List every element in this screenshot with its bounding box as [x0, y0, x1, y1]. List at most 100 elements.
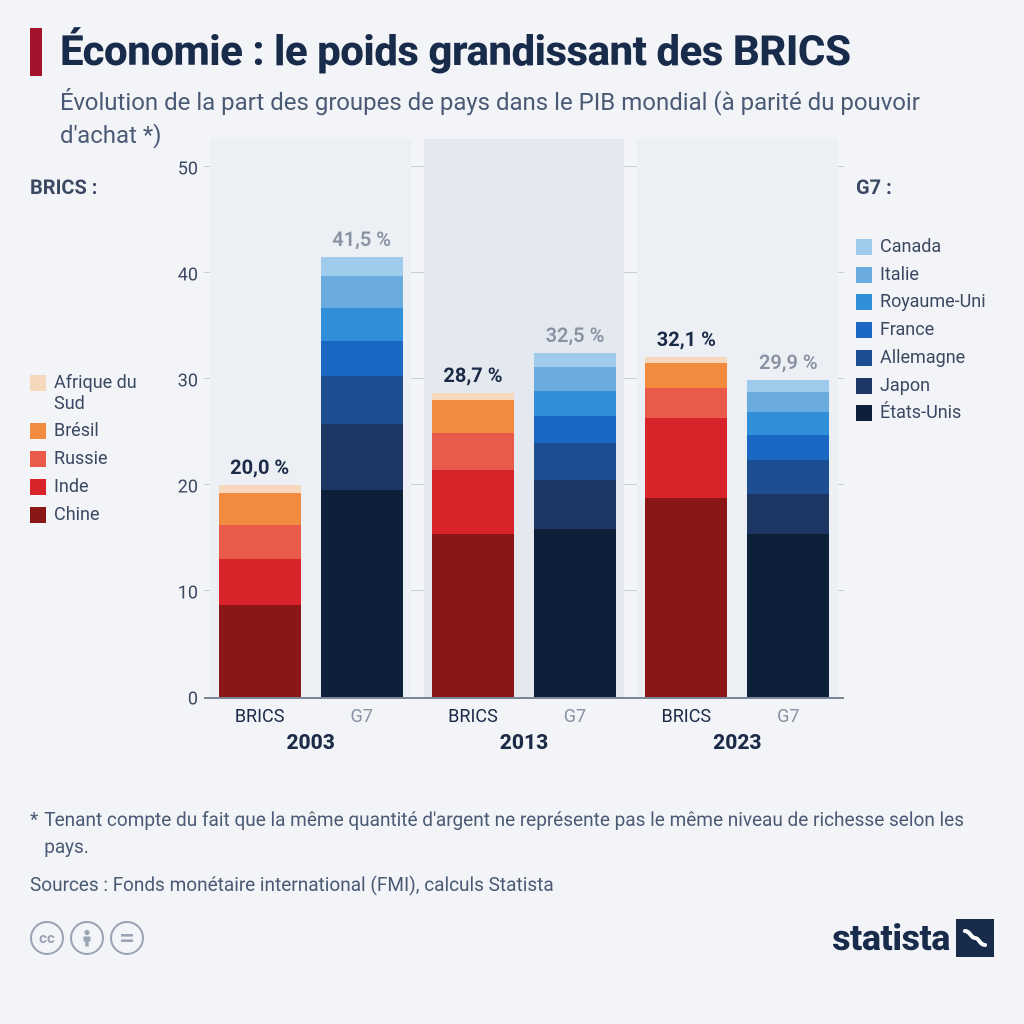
- bar-total-label: 20,0 %: [190, 455, 330, 479]
- bar-segment: [534, 480, 616, 529]
- bar-segment: [432, 470, 514, 534]
- bar-segment: [645, 418, 727, 498]
- legend-brics-title: BRICS :: [30, 175, 160, 199]
- chart-area: BRICS : Afrique du Sud Brésil Russie Inde Ch…: [30, 169, 994, 729]
- year-label: 2023: [631, 731, 844, 755]
- legend-label: Inde: [54, 477, 89, 498]
- y-tick-label: 10: [178, 583, 198, 604]
- bar-segment: [219, 605, 301, 697]
- legend-swatch: [30, 423, 46, 439]
- legend-item-brics: Inde: [30, 477, 160, 498]
- footnote-text: Tenant compte du fait que la même quanti…: [44, 807, 994, 860]
- bar-segment: [219, 525, 301, 559]
- year-label: 2013: [417, 731, 630, 755]
- legend-swatch: [856, 405, 872, 421]
- bar-segment: [321, 490, 403, 697]
- y-tick-label: 30: [178, 371, 198, 392]
- plot-body: 20,0 %BRICS41,5 %G7200328,7 %BRICS32,5 %…: [204, 169, 844, 699]
- legend-swatch: [856, 378, 872, 394]
- legend-label: Japon: [880, 376, 930, 397]
- by-icon: [70, 921, 104, 955]
- bar: 28,7 %BRICS: [432, 393, 514, 697]
- bar-segment: [645, 388, 727, 419]
- legend-item-brics: Russie: [30, 449, 160, 470]
- y-axis: 01020304050: [160, 169, 204, 699]
- legend-label: Italie: [880, 265, 919, 286]
- bar-segment: [747, 392, 829, 412]
- bar-x-label: G7: [321, 706, 403, 727]
- legend-swatch: [856, 322, 872, 338]
- bar-segment: [534, 391, 616, 416]
- bar-segment: [534, 353, 616, 368]
- chart-title: Économie : le poids grandissant des BRIC…: [60, 28, 851, 76]
- bar-x-label: BRICS: [219, 706, 301, 727]
- legend-item-g7: Canada: [856, 237, 994, 258]
- bar-segment: [321, 424, 403, 491]
- legend-brics: BRICS : Afrique du Sud Brésil Russie Inde Ch…: [30, 169, 160, 729]
- statista-wordmark: statista: [832, 917, 950, 959]
- legend-label: Russie: [54, 449, 108, 470]
- legend-swatch: [856, 239, 872, 255]
- y-tick-label: 50: [178, 159, 198, 180]
- legend-item-g7: Italie: [856, 265, 994, 286]
- legend-label: Brésil: [54, 421, 99, 442]
- bar-stack: [534, 353, 616, 697]
- bar-segment: [432, 393, 514, 400]
- bar-segment: [219, 485, 301, 492]
- legend-swatch: [856, 350, 872, 366]
- plot: 01020304050 20,0 %BRICS41,5 %G7200328,7 …: [160, 169, 844, 729]
- legend-item-g7: États-Unis: [856, 403, 994, 424]
- y-tick-label: 20: [178, 477, 198, 498]
- legend-swatch: [30, 451, 46, 467]
- bar-segment: [219, 493, 301, 526]
- sources-text: Sources : Fonds monétaire international …: [30, 872, 994, 899]
- bar-stack: [432, 393, 514, 697]
- bar-segment: [747, 494, 829, 534]
- bar-total-label: 32,1 %: [616, 327, 756, 351]
- y-tick-label: 40: [178, 265, 198, 286]
- legend-item-g7: Royaume-Uni: [856, 292, 994, 313]
- bar-segment: [747, 380, 829, 392]
- accent-bar: [30, 28, 42, 76]
- legend-swatch: [30, 507, 46, 523]
- legend-item-g7: France: [856, 320, 994, 341]
- bar-segment: [321, 276, 403, 308]
- bar-segment: [432, 534, 514, 697]
- bar-stack: [219, 485, 301, 697]
- bar-segment: [321, 341, 403, 376]
- legend-item-brics: Brésil: [30, 421, 160, 442]
- bar: 29,9 %G7: [747, 380, 829, 697]
- legend-label: France: [880, 320, 934, 341]
- legend-label: Royaume-Uni: [880, 292, 986, 313]
- legend-g7-title: G7 :: [856, 175, 994, 199]
- bottom-bar: cc statista: [0, 899, 1024, 959]
- bar-total-label: 28,7 %: [403, 363, 543, 387]
- legend-label: Afrique du Sud: [54, 373, 160, 414]
- title-block: Économie : le poids grandissant des BRIC…: [30, 28, 994, 76]
- license-icons: cc: [30, 921, 144, 955]
- bar-segment: [747, 435, 829, 459]
- bar-x-label: G7: [534, 706, 616, 727]
- legend-swatch: [30, 479, 46, 495]
- bar-segment: [432, 400, 514, 433]
- bar-x-label: BRICS: [432, 706, 514, 727]
- bar-x-label: BRICS: [645, 706, 727, 727]
- year-group: 28,7 %BRICS32,5 %G72013: [417, 169, 630, 697]
- bar-segment: [219, 559, 301, 605]
- nd-icon: [110, 921, 144, 955]
- bar-segment: [645, 363, 727, 387]
- legend-label: États-Unis: [880, 403, 961, 424]
- legend-swatch: [30, 375, 46, 391]
- bar: 32,1 %BRICS: [645, 357, 727, 697]
- bar-stack: [321, 257, 403, 697]
- legend-label: Chine: [54, 505, 100, 526]
- legend-item-brics: Chine: [30, 505, 160, 526]
- bar: 20,0 %BRICS: [219, 485, 301, 697]
- legend-item-g7: Allemagne: [856, 348, 994, 369]
- legend-swatch: [856, 294, 872, 310]
- legend-label: Canada: [880, 237, 941, 258]
- bar-stack: [645, 357, 727, 697]
- bar-segment: [321, 257, 403, 276]
- bar-segment: [432, 433, 514, 470]
- bar-segment: [747, 534, 829, 697]
